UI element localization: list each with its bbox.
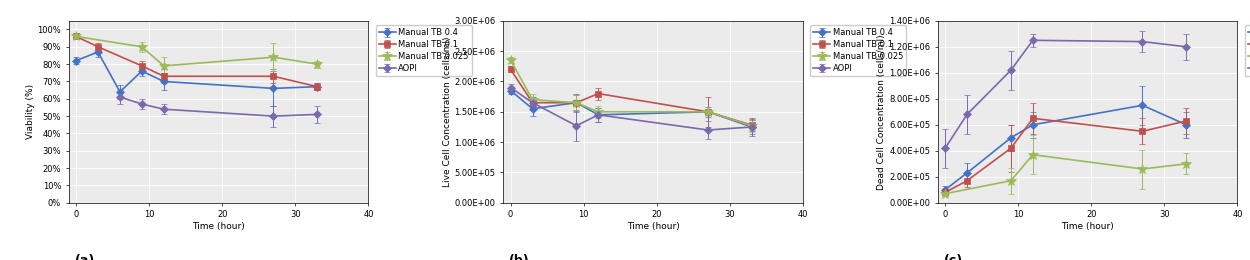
Legend: Manual TB 0.4, Manual TB 0.1, Manual TB 0.025, AOPI: Manual TB 0.4, Manual TB 0.1, Manual TB … <box>1245 25 1250 76</box>
X-axis label: Time (hour): Time (hour) <box>626 222 680 231</box>
Text: (c): (c) <box>944 254 962 260</box>
Y-axis label: Dead Cell Concentration (cells/ml): Dead Cell Concentration (cells/ml) <box>878 34 886 190</box>
Text: (a): (a) <box>75 254 95 260</box>
Y-axis label: Live Cell Concentration (cells/ml): Live Cell Concentration (cells/ml) <box>442 37 451 187</box>
Y-axis label: Viability (%): Viability (%) <box>25 84 35 139</box>
Legend: Manual TB 0.4, Manual TB 0.1, Manual TB 0.025, AOPI: Manual TB 0.4, Manual TB 0.1, Manual TB … <box>810 25 906 76</box>
Legend: Manual TB 0.4, Manual TB 0.1, Manual TB 0.025, AOPI: Manual TB 0.4, Manual TB 0.1, Manual TB … <box>375 25 471 76</box>
Text: (b): (b) <box>509 254 530 260</box>
X-axis label: Time (hour): Time (hour) <box>1061 222 1114 231</box>
X-axis label: Time (hour): Time (hour) <box>192 222 245 231</box>
